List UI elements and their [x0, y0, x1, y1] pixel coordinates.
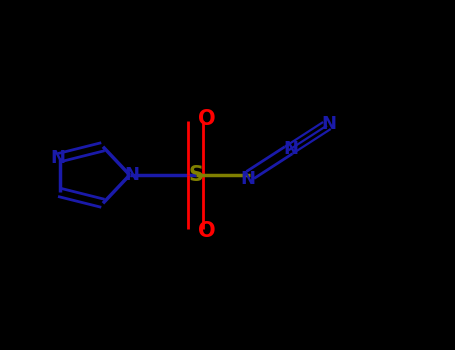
- Text: S: S: [188, 165, 203, 185]
- Text: O: O: [198, 221, 216, 241]
- Text: N: N: [322, 115, 337, 133]
- Text: N: N: [125, 166, 139, 184]
- Text: N: N: [241, 169, 255, 188]
- Text: O: O: [198, 109, 216, 129]
- Text: N: N: [283, 140, 298, 158]
- Text: N: N: [50, 148, 65, 167]
